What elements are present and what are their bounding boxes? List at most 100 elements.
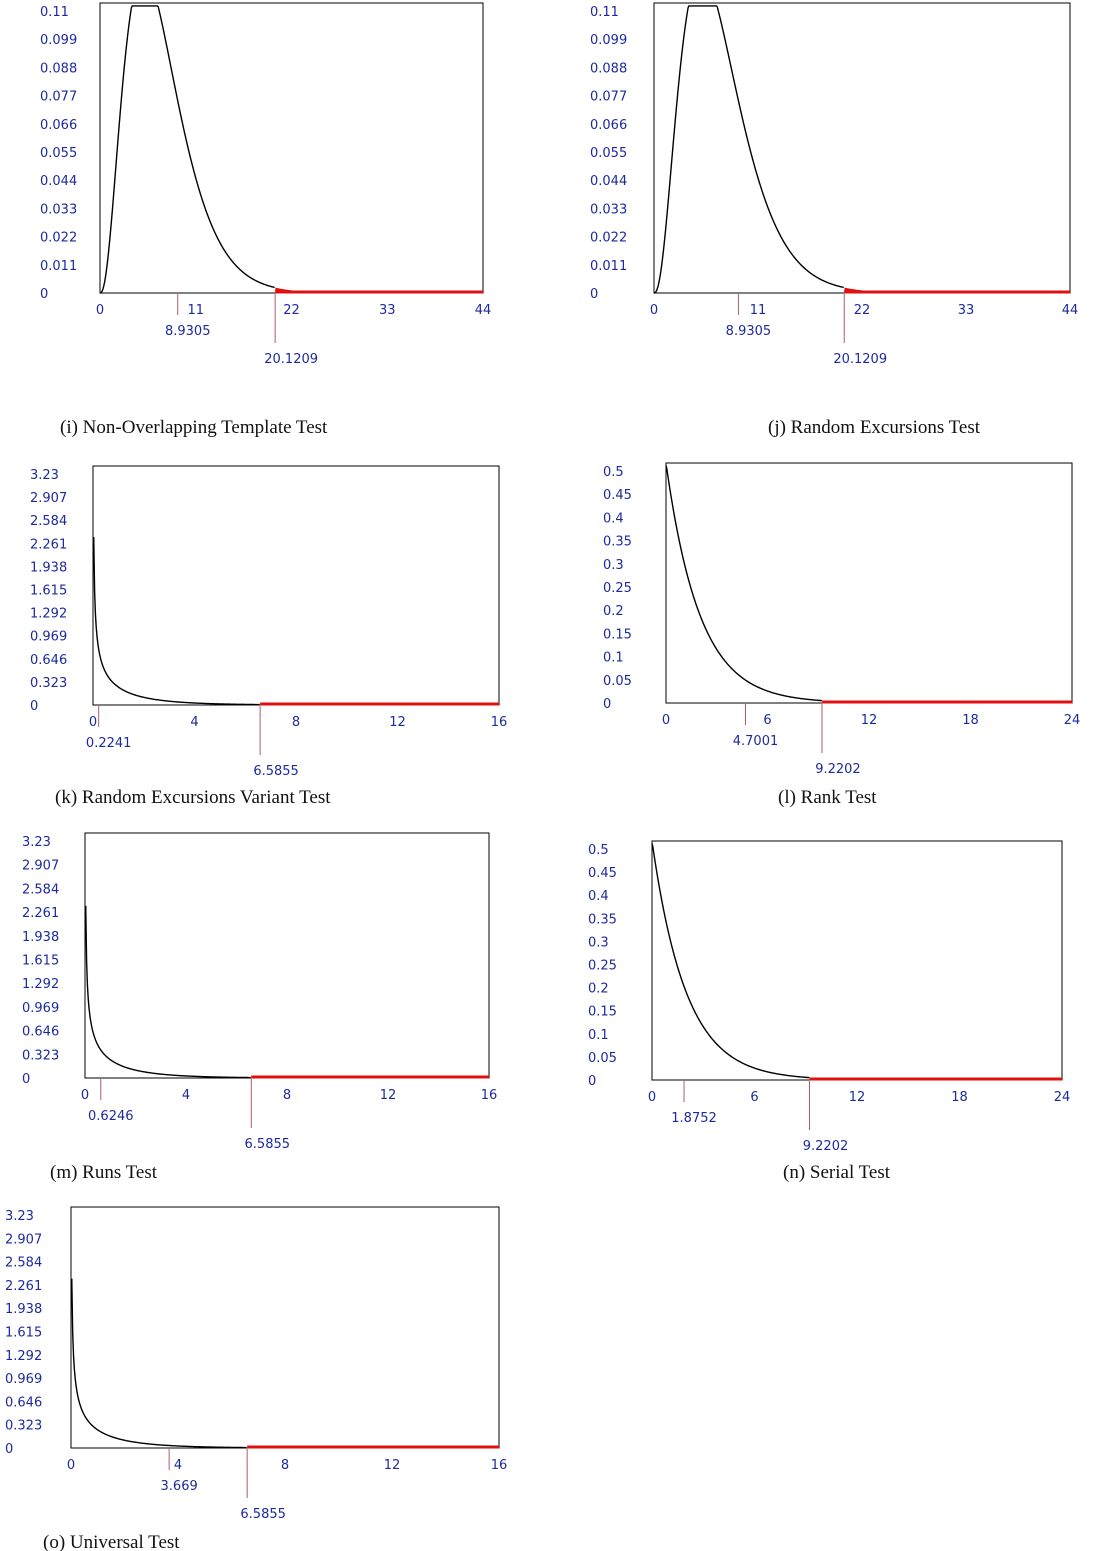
y-tick-label: 1.292	[22, 977, 59, 992]
y-tick-label: 1.292	[5, 1349, 42, 1364]
y-tick-label: 0.5	[588, 843, 609, 858]
density-curve	[665, 465, 822, 702]
x-tick-label: 12	[849, 1090, 866, 1105]
x-tick-label: 22	[854, 303, 871, 318]
y-tick-label: 1.292	[30, 607, 67, 622]
y-tick-label: 0.45	[603, 488, 632, 503]
density-curve	[99, 5, 275, 294]
panel-caption: (o) Universal Test	[43, 1532, 180, 1551]
x-tick-label: 11	[187, 303, 204, 318]
x-tick-label: 44	[1062, 303, 1079, 318]
critical-value-label: 6.5855	[245, 1137, 291, 1152]
panel-j: 0.11 0.099 0.088 0.077 0.066 0.055 0.044 0.033 0…	[590, 2, 1079, 438]
x-tick-label: 4	[174, 1458, 182, 1473]
y-tick-label: 3.23	[30, 468, 59, 483]
y-tick-label: 0.1	[588, 1028, 609, 1043]
plot-frame	[84, 832, 490, 1079]
y-tick-label: 0.3	[603, 558, 624, 573]
statistic-label: 0.6246	[88, 1109, 134, 1124]
density-curve	[71, 1278, 247, 1449]
critical-value-label: 6.5855	[253, 764, 299, 779]
y-tick-label: 0.088	[590, 61, 627, 76]
plot-frame	[651, 840, 1063, 1081]
x-tick-label: 12	[389, 715, 406, 730]
y-tick-label: 1.615	[5, 1326, 42, 1341]
density-curve	[85, 905, 251, 1079]
y-tick-label: 2.907	[30, 491, 67, 506]
y-tick-label: 0	[30, 699, 38, 714]
x-tick-label: 44	[475, 303, 492, 318]
y-tick-label: 0.2	[588, 982, 609, 997]
y-tick-label: 0.11	[40, 5, 69, 20]
y-tick-label: 1.615	[22, 954, 59, 969]
y-tick-label: 2.261	[22, 906, 59, 921]
y-tick-label: 0.15	[603, 627, 632, 642]
y-tick-label: 0.4	[588, 889, 609, 904]
panel-caption: (l) Rank Test	[778, 787, 877, 808]
x-tick-label: 0	[89, 715, 97, 730]
y-tick-label: 0.25	[588, 959, 617, 974]
y-tick-label: 0.11	[590, 5, 619, 20]
y-tick-label: 0.323	[22, 1048, 59, 1063]
x-tick-label: 24	[1064, 713, 1081, 728]
plot-frame	[653, 2, 1071, 294]
density-curve	[93, 537, 260, 706]
critical-value-label: 6.5855	[240, 1507, 286, 1522]
panel-caption: (n) Serial Test	[783, 1162, 891, 1183]
y-tick-label: 0.05	[588, 1051, 617, 1066]
critical-value-label: 20.1209	[264, 352, 318, 367]
y-tick-label: 0.077	[40, 90, 77, 105]
y-tick-label: 0.969	[5, 1372, 42, 1387]
y-tick-label: 0.099	[590, 33, 627, 48]
y-tick-label: 1.938	[5, 1302, 42, 1317]
statistic-label: 4.7001	[733, 734, 779, 749]
statistic-label: 3.669	[161, 1479, 198, 1494]
panel-caption: (j) Random Excursions Test	[768, 417, 981, 438]
y-tick-label: 0.323	[30, 676, 67, 691]
panel-k: 3.23 2.907 2.584 2.261 1.938 1.615 1.292 0.969 0…	[30, 465, 507, 808]
plot-frame	[665, 462, 1073, 704]
statistic-label: 8.9305	[165, 324, 211, 339]
x-tick-label: 22	[283, 303, 300, 318]
x-tick-label: 8	[292, 715, 300, 730]
x-tick-label: 4	[190, 715, 198, 730]
y-tick-label: 0.044	[590, 174, 627, 189]
y-tick-label: 0	[590, 287, 598, 302]
x-tick-label: 8	[281, 1458, 289, 1473]
statistic-label: 8.9305	[726, 324, 772, 339]
y-tick-label: 0.033	[590, 202, 627, 217]
panel-n: 0.5 0.45 0.4 0.35 0.3 0.25 0.2 0.15 0.1 0.05 0 0 6 12…	[588, 840, 1070, 1183]
x-tick-label: 33	[379, 303, 396, 318]
panel-o: 3.23 2.907 2.584 2.261 1.938 1.615 1.292 0.969 0…	[5, 1206, 508, 1551]
panel-i: 0.11 0.099 0.088 0.077 0.066 0.055 0.044 0.033 0…	[40, 2, 492, 438]
y-tick-label: 2.584	[22, 882, 59, 897]
x-tick-label: 6	[750, 1090, 758, 1105]
x-tick-label: 6	[763, 713, 771, 728]
x-tick-label: 11	[750, 303, 767, 318]
critical-value-label: 9.2202	[815, 762, 861, 777]
y-tick-label: 0.011	[40, 259, 77, 274]
y-tick-label: 0.055	[590, 146, 627, 161]
y-tick-label: 0.088	[40, 61, 77, 76]
y-tick-label: 0.044	[40, 174, 77, 189]
panel-caption: (m) Runs Test	[50, 1162, 158, 1183]
y-tick-label: 0.099	[40, 33, 77, 48]
x-tick-label: 18	[951, 1090, 968, 1105]
x-tick-label: 16	[491, 1458, 508, 1473]
y-tick-label: 1.938	[30, 560, 67, 575]
y-tick-label: 0.969	[22, 1001, 59, 1016]
x-tick-label: 8	[283, 1088, 291, 1103]
y-tick-label: 0.4	[603, 511, 624, 526]
y-tick-label: 0.3	[588, 935, 609, 950]
x-tick-label: 0	[648, 1090, 656, 1105]
density-curve	[653, 5, 844, 294]
plot-frame	[70, 1206, 500, 1449]
x-tick-label: 18	[962, 713, 979, 728]
y-tick-label: 0.1	[603, 651, 624, 666]
x-tick-label: 12	[384, 1458, 401, 1473]
y-tick-label: 0	[40, 287, 48, 302]
x-tick-label: 0	[81, 1088, 89, 1103]
y-tick-label: 0.05	[603, 674, 632, 689]
y-tick-label: 3.23	[22, 835, 51, 850]
